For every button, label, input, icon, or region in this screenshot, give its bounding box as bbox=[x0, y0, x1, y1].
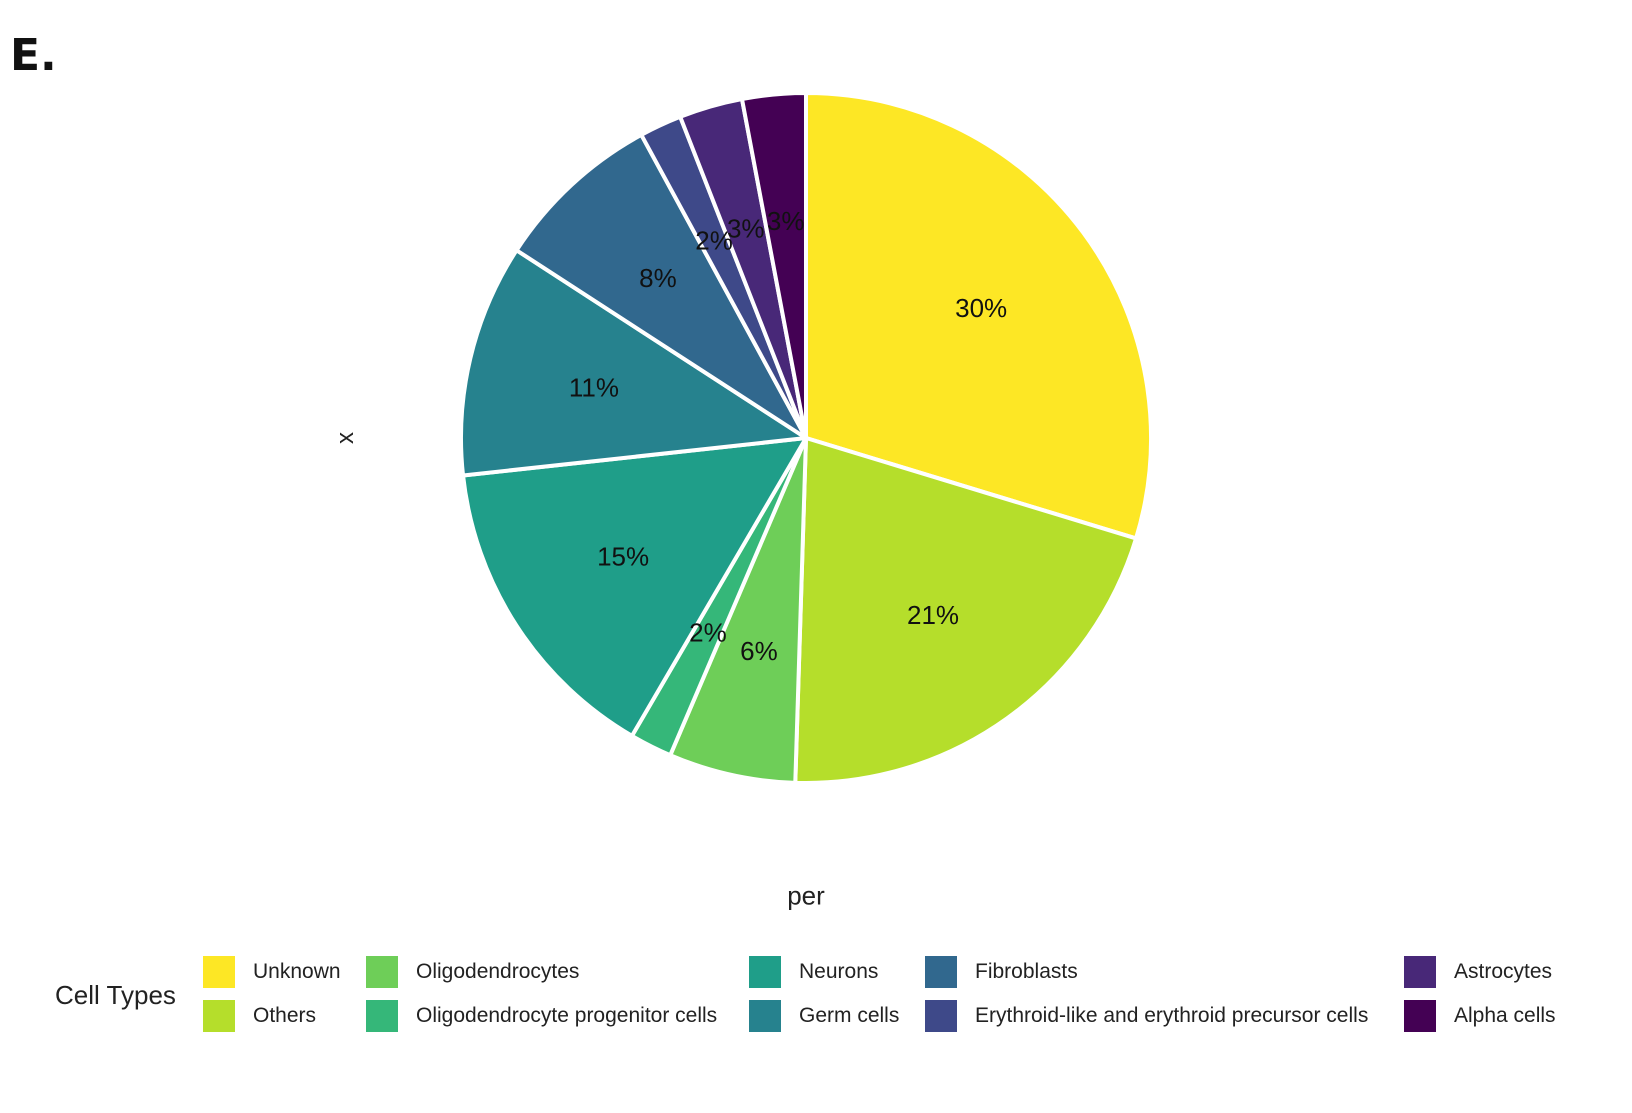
slice-label: 3% bbox=[727, 213, 765, 243]
legend-label: Oligodendrocyte progenitor cells bbox=[416, 1004, 718, 1027]
panel-label: E. bbox=[10, 30, 57, 81]
slice-label: 2% bbox=[695, 225, 733, 255]
legend-swatch bbox=[366, 956, 398, 988]
legend-item: Oligodendrocytes bbox=[366, 956, 579, 988]
legend-swatch bbox=[925, 956, 957, 988]
legend-swatch bbox=[203, 956, 235, 988]
legend-title: Cell Types bbox=[55, 980, 176, 1010]
slice-label: 15% bbox=[597, 542, 649, 572]
legend-swatch bbox=[749, 1000, 781, 1032]
legend-label: Unknown bbox=[253, 960, 341, 983]
legend-swatch bbox=[925, 1000, 957, 1032]
legend-swatch bbox=[366, 1000, 398, 1032]
legend-item: Alpha cells bbox=[1404, 1000, 1556, 1032]
legend-swatch bbox=[203, 1000, 235, 1032]
legend-item: Erythroid-like and erythroid precursor c… bbox=[925, 1000, 1368, 1032]
pie-slice-unknown bbox=[804, 91, 1153, 541]
x-axis-label: per bbox=[787, 880, 825, 911]
legend-item: Astrocytes bbox=[1404, 956, 1552, 988]
legend-label: Oligodendrocytes bbox=[416, 960, 580, 983]
pie-slice-neurons bbox=[461, 436, 808, 738]
legend-item: Unknown bbox=[203, 956, 341, 988]
legend-swatch bbox=[1404, 1000, 1436, 1032]
legend-item: Fibroblasts bbox=[925, 956, 1078, 988]
slice-label: 11% bbox=[569, 373, 619, 403]
slice-label: 6% bbox=[740, 636, 778, 666]
slice-label: 3% bbox=[767, 206, 805, 236]
legend-swatch bbox=[749, 956, 781, 988]
slice-label: 2% bbox=[689, 618, 727, 648]
pie-slice-others bbox=[793, 436, 1139, 785]
legend-item: Oligodendrocyte progenitor cells bbox=[366, 1000, 717, 1032]
legend-item: Germ cells bbox=[749, 1000, 899, 1032]
legend-label: Fibroblasts bbox=[975, 960, 1078, 983]
legend-label: Astrocytes bbox=[1454, 960, 1553, 983]
legend-label: Alpha cells bbox=[1454, 1004, 1556, 1027]
legend-item: Neurons bbox=[749, 956, 878, 988]
pie-slice-oligodendrocytes bbox=[668, 436, 808, 785]
pie-slice-alpha-cells bbox=[739, 91, 808, 440]
legend-swatch bbox=[1404, 956, 1436, 988]
pie-slice-germ-cells bbox=[459, 248, 808, 478]
legend-label: Others bbox=[253, 1004, 317, 1027]
slice-label: 8% bbox=[639, 263, 677, 293]
slice-label: 21% bbox=[907, 600, 959, 630]
legend-label: Neurons bbox=[799, 960, 879, 983]
legend-label: Erythroid-like and erythroid precursor c… bbox=[975, 1004, 1369, 1027]
slice-label: 30% bbox=[955, 293, 1007, 323]
legend-label: Germ cells bbox=[799, 1004, 900, 1027]
legend-item: Others bbox=[203, 1000, 316, 1032]
pie-slice-fibroblasts bbox=[514, 132, 808, 440]
